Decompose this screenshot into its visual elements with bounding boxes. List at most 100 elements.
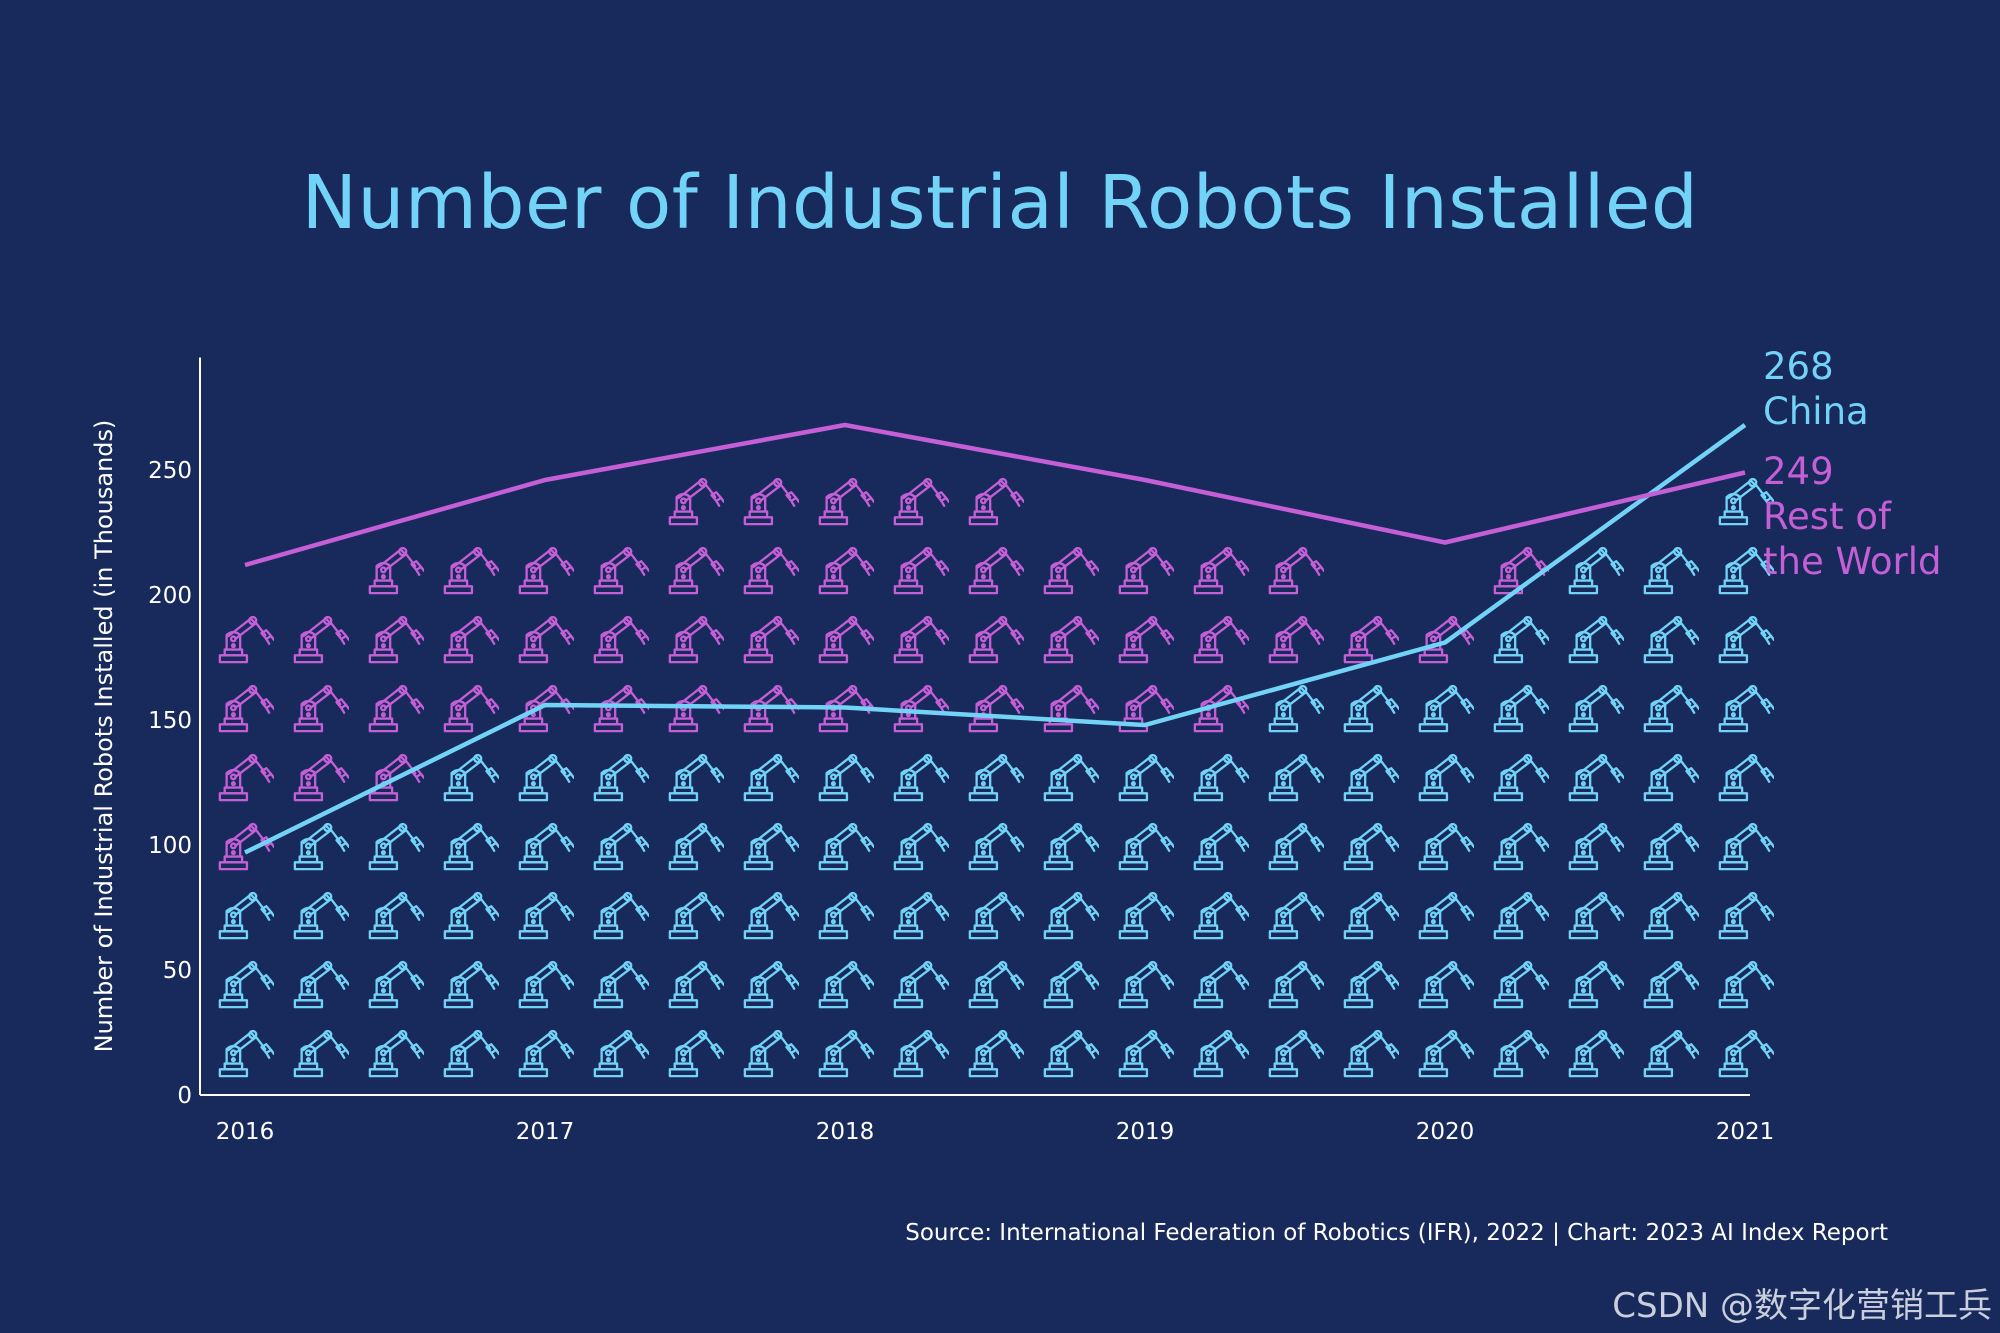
- rest-of-world-robot-icon: [743, 615, 799, 664]
- china-robot-icon: [968, 822, 1024, 871]
- china-robot-icon: [1118, 753, 1174, 802]
- china-robot-icon: [1268, 822, 1324, 871]
- china-robot-icon: [1718, 1029, 1774, 1078]
- chart-title: Number of Industrial Robots Installed: [301, 160, 1699, 246]
- rest-of-world-robot-icon: [293, 684, 349, 733]
- china-robot-icon: [293, 1029, 349, 1078]
- china-robot-icon: [518, 753, 574, 802]
- china-robot-icon: [1118, 822, 1174, 871]
- china-robot-icon: [1268, 891, 1324, 940]
- rest-of-world-robot-icon: [593, 615, 649, 664]
- rest-of-world-robot-icon: [968, 615, 1024, 664]
- watermark: CSDN @数字化营销工兵: [1612, 1286, 1992, 1326]
- rest-of-world-robot-icon: [893, 684, 949, 733]
- rest-of-world-robot-icon: [968, 477, 1024, 526]
- rest-of-world-series-line: [244, 422, 1746, 568]
- rest-of-world-robot-icon: [1043, 615, 1099, 664]
- china-robot-icon: [1568, 546, 1624, 595]
- china-robot-icon: [743, 891, 799, 940]
- rest-of-world-robot-icon: [1118, 615, 1174, 664]
- rest-of-world-robot-icon: [818, 477, 874, 526]
- china-robot-icon: [1643, 1029, 1699, 1078]
- china-robot-icon: [218, 891, 274, 940]
- china-robot-icon: [1268, 753, 1324, 802]
- china-robot-icon: [1268, 960, 1324, 1009]
- rest-of-world-robot-icon: [368, 615, 424, 664]
- y-tick-label: 100: [148, 833, 192, 859]
- row-end-name-line1: Rest of: [1763, 495, 1892, 538]
- china-robot-icon: [443, 822, 499, 871]
- china-robot-icon: [1493, 684, 1549, 733]
- china-robot-icon: [218, 960, 274, 1009]
- rest-of-world-robot-icon: [668, 615, 724, 664]
- china-robot-icon: [1268, 684, 1324, 733]
- china-robot-icon: [1118, 1029, 1174, 1078]
- china-robot-icon: [593, 960, 649, 1009]
- rest-of-world-robot-icon: [293, 753, 349, 802]
- rest-of-world-robot-icon: [1043, 546, 1099, 595]
- china-robot-icon: [1568, 753, 1624, 802]
- china-robot-icon: [668, 753, 724, 802]
- china-robot-icon: [1343, 753, 1399, 802]
- rest-of-world-robot-icon: [443, 615, 499, 664]
- row-end-name-line2: the World: [1763, 540, 1942, 583]
- x-tick-label: 2017: [516, 1119, 575, 1145]
- china-robot-icon: [368, 822, 424, 871]
- rest-of-world-robot-icon: [218, 684, 274, 733]
- y-tick-label: 200: [148, 583, 192, 609]
- china-robot-icon: [1493, 1029, 1549, 1078]
- china-robot-icon: [1043, 822, 1099, 871]
- x-tick-label: 2020: [1416, 1119, 1475, 1145]
- china-robot-icon: [1568, 822, 1624, 871]
- rest-of-world-robot-icon: [1118, 546, 1174, 595]
- china-robot-icon: [1568, 684, 1624, 733]
- china-robot-icon: [1193, 891, 1249, 940]
- china-robot-icon: [1493, 753, 1549, 802]
- rest-of-world-robot-icon: [218, 753, 274, 802]
- rest-of-world-robot-icon: [1268, 615, 1324, 664]
- rest-of-world-robot-icon: [368, 546, 424, 595]
- china-robot-icon: [1418, 684, 1474, 733]
- china-robot-icon: [743, 753, 799, 802]
- china-robot-icon: [668, 891, 724, 940]
- china-robot-icon: [1718, 960, 1774, 1009]
- china-end-name: China: [1763, 390, 1869, 433]
- y-tick-label: 0: [177, 1083, 192, 1109]
- china-robot-icon: [1418, 753, 1474, 802]
- china-robot-icon: [1343, 1029, 1399, 1078]
- x-tick-label: 2016: [216, 1119, 275, 1145]
- china-robot-icon: [1418, 891, 1474, 940]
- china-robot-icon: [518, 960, 574, 1009]
- rest-of-world-robot-icon: [443, 684, 499, 733]
- rest-of-world-robot-icon: [443, 546, 499, 595]
- china-robot-icon: [1043, 753, 1099, 802]
- china-robot-icon: [443, 960, 499, 1009]
- china-robot-icon: [1718, 615, 1774, 664]
- china-robot-icon: [1643, 615, 1699, 664]
- china-robot-icon: [368, 1029, 424, 1078]
- china-robot-icon: [743, 1029, 799, 1078]
- y-tick-label: 250: [148, 458, 192, 484]
- rest-of-world-robot-icon: [518, 615, 574, 664]
- china-robot-icon: [1718, 891, 1774, 940]
- china-robot-icon: [1643, 891, 1699, 940]
- china-robot-icon: [293, 822, 349, 871]
- y-tick-label: 150: [148, 708, 192, 734]
- china-robot-icon: [1643, 684, 1699, 733]
- china-robot-icon: [818, 960, 874, 1009]
- china-robot-icon: [593, 753, 649, 802]
- china-robot-icon: [893, 1029, 949, 1078]
- china-robot-icon: [668, 1029, 724, 1078]
- rest-of-world-robot-icon: [518, 546, 574, 595]
- china-robot-icon: [1418, 1029, 1474, 1078]
- china-robot-icon: [1193, 1029, 1249, 1078]
- china-robot-icon: [968, 891, 1024, 940]
- china-robot-icon: [593, 1029, 649, 1078]
- rest-of-world-robot-icon: [293, 615, 349, 664]
- china-robot-icon: [518, 822, 574, 871]
- china-robot-icon: [743, 960, 799, 1009]
- rest-of-world-robot-icon: [368, 684, 424, 733]
- china-robot-icon: [1343, 891, 1399, 940]
- rest-of-world-robot-icon: [668, 546, 724, 595]
